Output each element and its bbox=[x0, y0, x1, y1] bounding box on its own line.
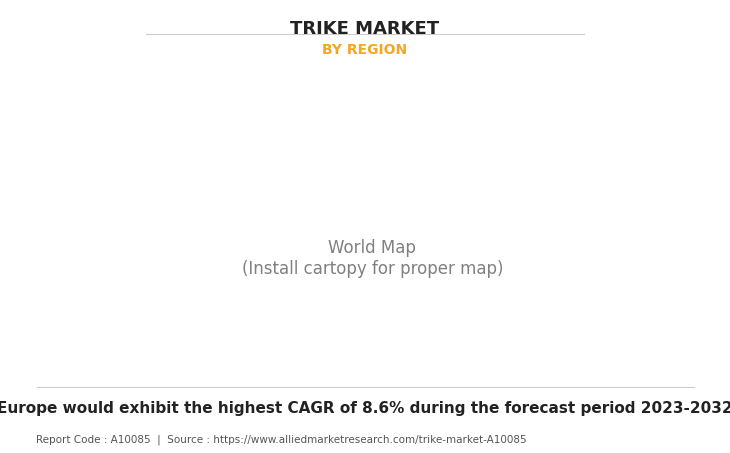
Text: Europe would exhibit the highest CAGR of 8.6% during the forecast period 2023-20: Europe would exhibit the highest CAGR of… bbox=[0, 401, 730, 416]
Text: Report Code : A10085  |  Source : https://www.alliedmarketresearch.com/trike-mar: Report Code : A10085 | Source : https://… bbox=[36, 435, 527, 445]
Text: BY REGION: BY REGION bbox=[323, 43, 407, 57]
Text: World Map
(Install cartopy for proper map): World Map (Install cartopy for proper ma… bbox=[242, 239, 503, 278]
Text: TRIKE MARKET: TRIKE MARKET bbox=[291, 20, 439, 39]
